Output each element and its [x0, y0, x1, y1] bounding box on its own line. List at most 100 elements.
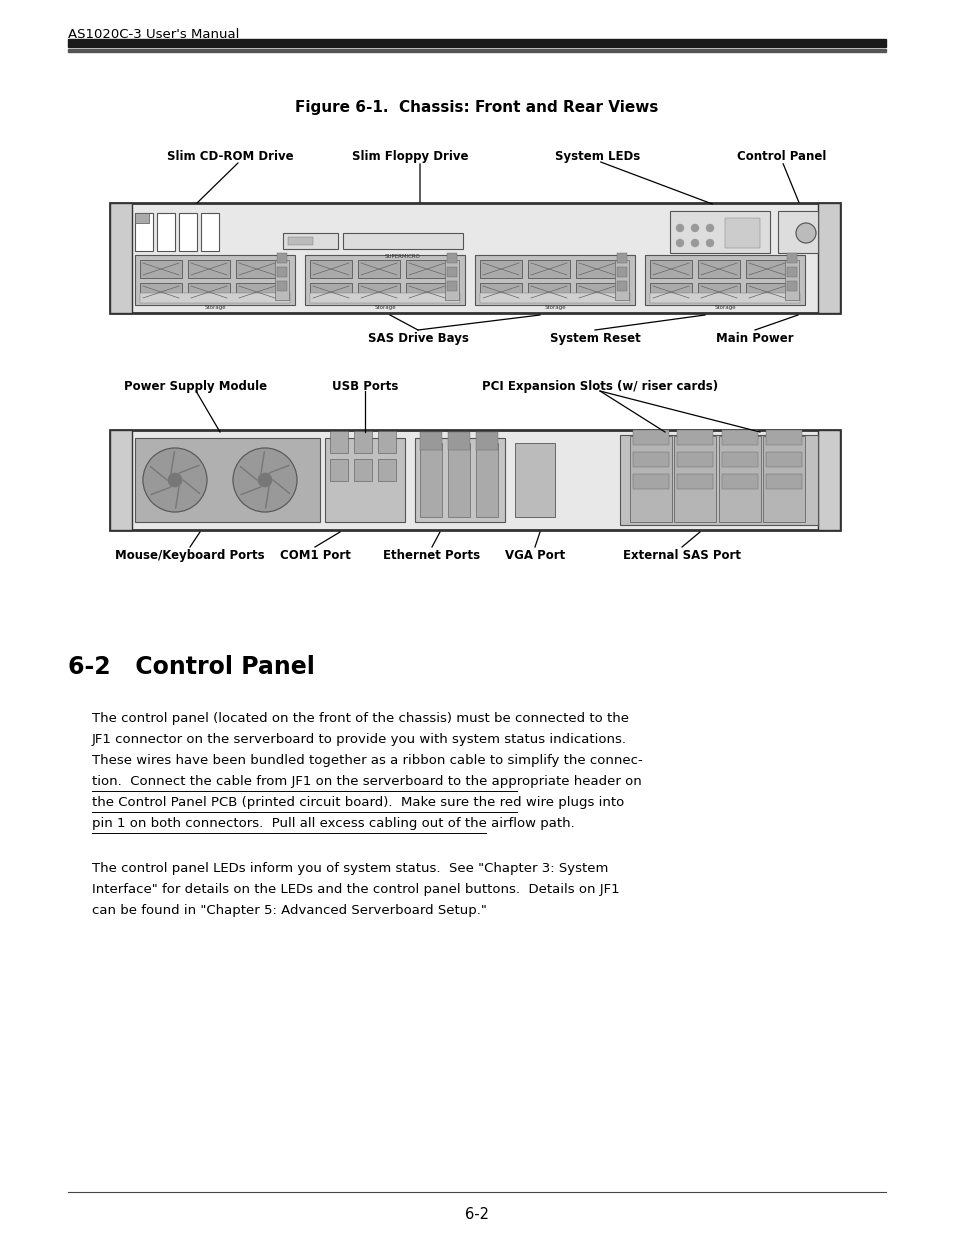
Bar	[644, 254, 804, 305]
Bar	[633, 474, 668, 489]
Bar	[325, 438, 405, 522]
Bar	[649, 293, 800, 303]
Bar	[786, 253, 796, 263]
Bar	[110, 430, 840, 530]
Bar	[476, 443, 497, 517]
Bar	[617, 282, 626, 291]
Text: Interface" for details on the LEDs and the control panel buttons.  Details on JF: Interface" for details on the LEDs and t…	[91, 883, 619, 897]
Text: PCI Expansion Slots (w/ riser cards): PCI Expansion Slots (w/ riser cards)	[481, 380, 718, 393]
Text: These wires have been bundled together as a ribbon cable to simplify the connec-: These wires have been bundled together a…	[91, 755, 642, 767]
Bar	[343, 233, 462, 249]
Text: Figure 6-1.  Chassis: Front and Rear Views: Figure 6-1. Chassis: Front and Rear View…	[295, 100, 658, 115]
Bar	[276, 267, 287, 277]
Bar	[330, 431, 348, 453]
Bar	[135, 254, 294, 305]
Bar	[201, 212, 219, 251]
Bar	[444, 261, 458, 300]
Bar	[633, 430, 668, 445]
Bar	[110, 203, 840, 312]
Bar	[778, 211, 817, 253]
Text: Control Panel: Control Panel	[737, 149, 826, 163]
Bar	[721, 452, 758, 467]
Text: USB Ports: USB Ports	[332, 380, 397, 393]
Bar	[698, 261, 740, 278]
Bar	[629, 436, 671, 522]
Bar	[677, 474, 712, 489]
Bar	[310, 261, 352, 278]
Bar	[673, 436, 716, 522]
Bar	[617, 253, 626, 263]
Bar	[649, 283, 691, 301]
Text: 6-2: 6-2	[464, 1207, 489, 1221]
Bar	[415, 438, 504, 522]
Bar	[448, 432, 470, 450]
Bar	[276, 282, 287, 291]
Circle shape	[676, 224, 683, 232]
Bar	[677, 430, 712, 445]
Bar	[110, 203, 132, 312]
Bar	[179, 212, 196, 251]
Bar	[765, 474, 801, 489]
Circle shape	[233, 448, 296, 513]
Bar	[68, 40, 885, 47]
Text: COM1 Port: COM1 Port	[279, 550, 350, 562]
Bar	[762, 436, 804, 522]
Bar	[724, 219, 760, 248]
Bar	[669, 211, 769, 253]
Bar	[784, 261, 799, 300]
Circle shape	[705, 240, 713, 247]
Bar	[305, 254, 464, 305]
Text: SUPERMICRO: SUPERMICRO	[385, 254, 420, 259]
Bar	[310, 293, 459, 303]
Text: System Reset: System Reset	[549, 332, 639, 345]
Bar	[188, 261, 230, 278]
Bar	[765, 430, 801, 445]
Text: pin 1 on both connectors.  Pull all excess cabling out of the airflow path.: pin 1 on both connectors. Pull all exces…	[91, 818, 574, 830]
Bar	[515, 443, 555, 517]
Bar	[330, 459, 348, 480]
Bar	[527, 261, 569, 278]
Bar	[406, 261, 448, 278]
Text: the Control Panel PCB (printed circuit board).  Make sure the red wire plugs int: the Control Panel PCB (printed circuit b…	[91, 797, 623, 809]
Bar	[110, 430, 132, 530]
Circle shape	[795, 224, 815, 243]
Bar	[235, 261, 277, 278]
Bar	[786, 282, 796, 291]
Bar	[576, 261, 618, 278]
Circle shape	[143, 448, 207, 513]
Text: External SAS Port: External SAS Port	[622, 550, 740, 562]
Bar	[479, 283, 521, 301]
Bar	[698, 283, 740, 301]
Bar	[719, 436, 760, 522]
Bar	[721, 474, 758, 489]
Bar	[235, 283, 277, 301]
Circle shape	[705, 224, 713, 232]
Bar	[765, 452, 801, 467]
Text: Slim CD-ROM Drive: Slim CD-ROM Drive	[167, 149, 293, 163]
Bar	[419, 443, 441, 517]
Bar	[615, 261, 628, 300]
Bar	[283, 233, 337, 249]
Bar	[617, 267, 626, 277]
Circle shape	[168, 473, 182, 487]
Bar	[188, 283, 230, 301]
Bar	[479, 293, 629, 303]
Bar	[476, 432, 497, 450]
Text: Power Supply Module: Power Supply Module	[124, 380, 267, 393]
Text: The control panel LEDs inform you of system status.  See "Chapter 3: System: The control panel LEDs inform you of sys…	[91, 862, 608, 876]
Bar	[721, 430, 758, 445]
Bar	[135, 438, 319, 522]
Bar	[354, 459, 372, 480]
Bar	[619, 435, 817, 525]
Text: System LEDs: System LEDs	[555, 149, 640, 163]
Text: tion.  Connect the cable from JF1 on the serverboard to the appropriate header o: tion. Connect the cable from JF1 on the …	[91, 776, 641, 788]
Text: Mouse/Keyboard Ports: Mouse/Keyboard Ports	[115, 550, 265, 562]
Bar	[633, 452, 668, 467]
Bar	[447, 267, 456, 277]
Text: Slim Floppy Drive: Slim Floppy Drive	[352, 149, 468, 163]
Bar	[140, 283, 182, 301]
Circle shape	[690, 224, 699, 232]
Bar	[357, 261, 399, 278]
Text: Main Power: Main Power	[716, 332, 793, 345]
Text: AS1020C-3 User's Manual: AS1020C-3 User's Manual	[68, 28, 239, 41]
